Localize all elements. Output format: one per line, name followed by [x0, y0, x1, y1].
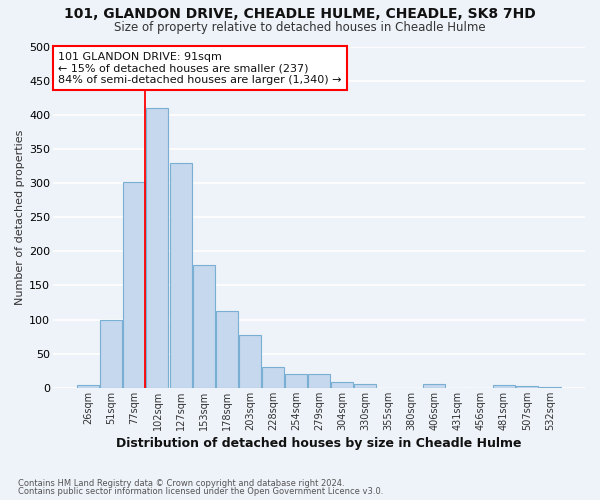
Y-axis label: Number of detached properties: Number of detached properties [15, 130, 25, 305]
Bar [239, 334, 261, 388]
Text: 101 GLANDON DRIVE: 91sqm
← 15% of detached houses are smaller (237)
84% of semi-: 101 GLANDON DRIVE: 91sqm ← 15% of detach… [58, 52, 342, 85]
Bar [493, 385, 515, 388]
Bar [77, 385, 99, 388]
Text: Contains HM Land Registry data © Crown copyright and database right 2024.: Contains HM Land Registry data © Crown c… [18, 478, 344, 488]
Bar [124, 182, 145, 388]
Bar [285, 374, 307, 388]
Text: Size of property relative to detached houses in Cheadle Hulme: Size of property relative to detached ho… [114, 21, 486, 34]
Bar [331, 382, 353, 388]
Bar [424, 384, 445, 388]
X-axis label: Distribution of detached houses by size in Cheadle Hulme: Distribution of detached houses by size … [116, 437, 522, 450]
Bar [216, 312, 238, 388]
Bar [262, 368, 284, 388]
Bar [100, 320, 122, 388]
Text: 101, GLANDON DRIVE, CHEADLE HULME, CHEADLE, SK8 7HD: 101, GLANDON DRIVE, CHEADLE HULME, CHEAD… [64, 8, 536, 22]
Bar [193, 265, 215, 388]
Bar [308, 374, 330, 388]
Text: Contains public sector information licensed under the Open Government Licence v3: Contains public sector information licen… [18, 487, 383, 496]
Bar [539, 386, 561, 388]
Bar [146, 108, 169, 388]
Bar [354, 384, 376, 388]
Bar [516, 386, 538, 388]
Bar [170, 162, 191, 388]
